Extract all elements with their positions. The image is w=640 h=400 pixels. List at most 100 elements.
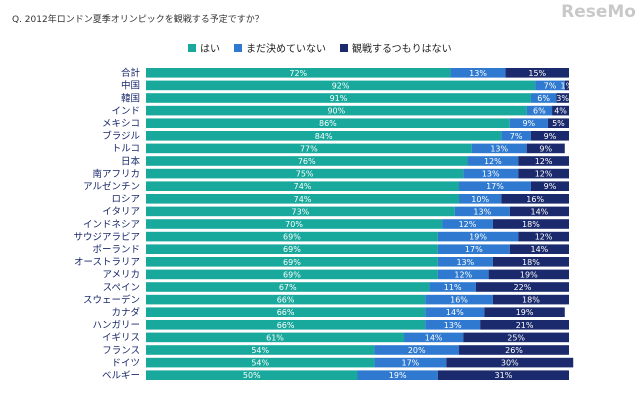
bar-segment-no bbox=[518, 168, 569, 179]
bar-segment-undecided bbox=[450, 68, 506, 78]
legend-swatch-undecided bbox=[234, 43, 242, 52]
data-label-no: 3% bbox=[556, 94, 569, 103]
category-label: 日本 bbox=[121, 155, 141, 167]
data-label-undecided: 6% bbox=[537, 94, 550, 103]
bar-segment-yes bbox=[146, 93, 531, 103]
bar-segment-yes bbox=[146, 143, 472, 154]
data-label-no: 4% bbox=[554, 107, 567, 116]
chart-title: Q. 2012年ロンドン夏季オリンピックを観戦する予定ですか？ bbox=[12, 15, 264, 25]
category-label: イギリス bbox=[102, 333, 140, 344]
bar-segment-yes bbox=[146, 131, 502, 141]
legend: はい まだ決めていない 観戦するつもりはない bbox=[188, 40, 452, 55]
bar-segment-yes bbox=[146, 244, 438, 254]
data-label-yes: 66% bbox=[277, 308, 295, 317]
data-label-undecided: 13% bbox=[456, 258, 474, 267]
bar-segment-undecided bbox=[437, 257, 493, 267]
data-label-no: 19% bbox=[520, 270, 538, 279]
bar-segment-no bbox=[526, 143, 565, 154]
data-label-no: 22% bbox=[514, 283, 532, 292]
data-label-yes: 70% bbox=[285, 220, 303, 229]
data-label-undecided: 14% bbox=[446, 308, 464, 317]
data-label-yes: 61% bbox=[266, 333, 284, 342]
data-label-yes: 73% bbox=[292, 207, 310, 216]
data-label-undecided: 10% bbox=[471, 195, 489, 204]
bar-segment-yes bbox=[146, 357, 375, 368]
legend-item-yes: はい bbox=[188, 40, 220, 55]
category-label: カナダ bbox=[111, 307, 140, 319]
data-label-undecided: 12% bbox=[484, 157, 502, 166]
legend-label-undecided: まだ決めていない bbox=[246, 44, 326, 55]
bar-segment-no bbox=[437, 370, 569, 380]
category-label: イタリア bbox=[102, 207, 140, 218]
bar-segment-undecided bbox=[454, 206, 510, 217]
category-label: ポーランド bbox=[92, 245, 140, 256]
bar-segment-no bbox=[492, 257, 569, 267]
data-label-yes: 54% bbox=[251, 346, 269, 355]
data-label-yes: 69% bbox=[283, 233, 301, 242]
data-label-yes: 84% bbox=[315, 132, 333, 141]
bar-segment-no bbox=[501, 194, 569, 204]
bar-segment-undecided bbox=[471, 143, 527, 154]
category-label: オーストラリア bbox=[74, 257, 140, 268]
bar-segment-undecided bbox=[442, 219, 493, 229]
data-label-yes: 66% bbox=[277, 321, 295, 330]
data-label-no: 14% bbox=[530, 207, 548, 216]
bar-segment-yes bbox=[146, 282, 430, 292]
bar-segment-no bbox=[518, 156, 569, 166]
data-label-no: 9% bbox=[544, 182, 557, 191]
bar-segment-yes bbox=[146, 156, 468, 166]
data-label-undecided: 13% bbox=[473, 207, 491, 216]
category-label: 中国 bbox=[121, 80, 140, 92]
bar-segment-yes bbox=[146, 307, 426, 317]
data-label-no: 5% bbox=[552, 119, 565, 128]
bar-segment-undecided bbox=[459, 194, 502, 204]
bar-segment-undecided bbox=[535, 80, 565, 91]
data-label-yes: 66% bbox=[277, 296, 295, 305]
data-label-undecided: 6% bbox=[533, 107, 546, 116]
legend-item-undecided: まだ決めていない bbox=[234, 40, 326, 55]
bar-segment-no bbox=[505, 68, 569, 78]
data-label-no: 14% bbox=[530, 245, 548, 254]
bar-segment-yes bbox=[146, 370, 358, 380]
bar-segment-undecided bbox=[459, 181, 531, 191]
bar-segment-yes bbox=[146, 168, 464, 179]
data-label-yes: 54% bbox=[251, 359, 269, 368]
category-label: ブラジル bbox=[102, 130, 140, 142]
data-label-yes: 76% bbox=[298, 157, 316, 166]
data-label-undecided: 19% bbox=[469, 233, 487, 242]
bar-segment-yes bbox=[146, 181, 460, 191]
bar-segment-yes bbox=[146, 219, 443, 229]
data-label-yes: 72% bbox=[289, 69, 307, 78]
bar-segment-yes bbox=[146, 269, 438, 280]
legend-label-no: 観戦するつもりはない bbox=[352, 44, 452, 55]
bar-segment-no bbox=[463, 332, 569, 343]
category-label: ドイツ bbox=[111, 358, 140, 369]
data-label-undecided: 13% bbox=[469, 69, 487, 78]
category-label: ハンガリー bbox=[92, 320, 140, 331]
bar-segment-yes bbox=[146, 320, 426, 330]
data-label-undecided: 7% bbox=[510, 132, 523, 141]
bar-segment-undecided bbox=[374, 345, 460, 355]
bar-segment-no bbox=[547, 118, 569, 128]
category-label: 韓国 bbox=[121, 93, 140, 104]
data-label-no: 9% bbox=[539, 144, 552, 153]
category-label: フランス bbox=[102, 345, 140, 356]
data-label-no: 31% bbox=[495, 371, 513, 380]
data-label-yes: 67% bbox=[279, 283, 297, 292]
bar-segment-no bbox=[518, 231, 569, 242]
bar-segment-no bbox=[459, 345, 569, 355]
category-label: スペイン bbox=[103, 282, 140, 293]
data-label-no: 18% bbox=[522, 296, 540, 305]
data-label-yes: 74% bbox=[294, 195, 312, 204]
category-label: トルコ bbox=[112, 144, 140, 155]
data-label-no: 12% bbox=[535, 157, 553, 166]
bar-segment-undecided bbox=[437, 269, 489, 280]
bar-segment-yes bbox=[146, 105, 527, 116]
data-label-no: 18% bbox=[522, 258, 540, 267]
data-label-undecided: 19% bbox=[389, 371, 407, 380]
bar-segment-undecided bbox=[425, 307, 485, 317]
bar-segment-no bbox=[492, 294, 569, 305]
data-label-no: 25% bbox=[507, 333, 525, 342]
legend-label-yes: はい bbox=[200, 44, 220, 55]
bar-segment-yes bbox=[146, 231, 438, 242]
